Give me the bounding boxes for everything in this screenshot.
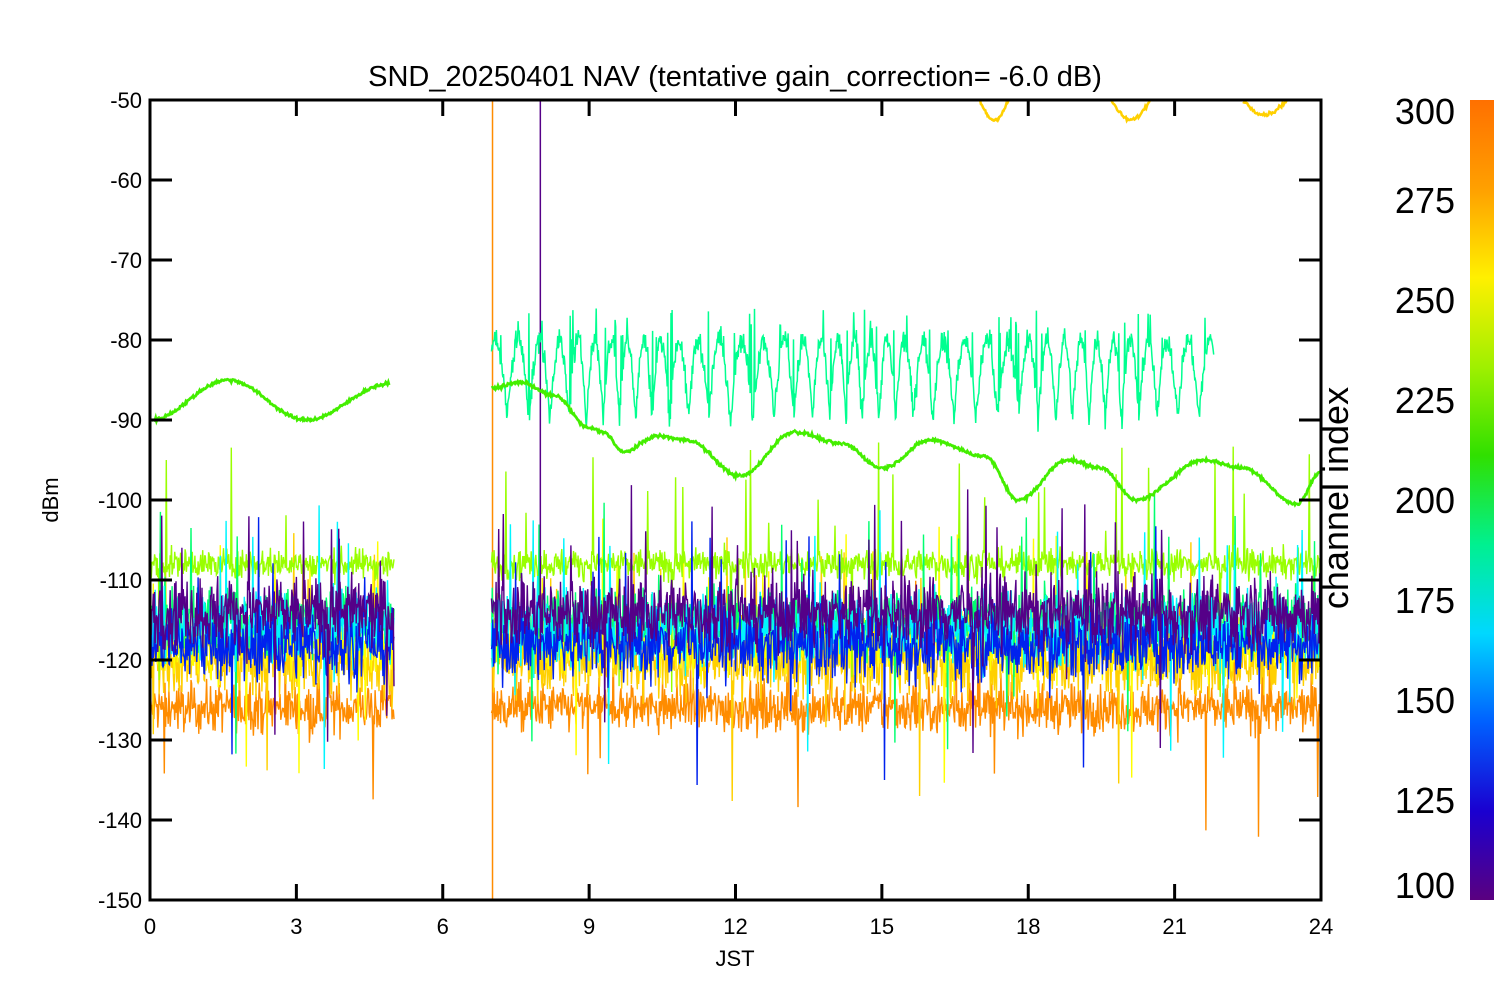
series-0-trace [490, 580, 1321, 837]
data-series-layer [150, 100, 1321, 900]
y-tick-label: -120 [98, 648, 142, 673]
series-1-sweep [1242, 100, 1288, 118]
y-tick-label: -100 [98, 488, 142, 513]
x-tick-label: 24 [1309, 914, 1333, 939]
colorbar-tick-label: 150 [1395, 680, 1455, 721]
colorbar-tick-label: 225 [1395, 380, 1455, 421]
x-tick-label: 21 [1162, 914, 1186, 939]
colorbar-tick-label: 250 [1395, 280, 1455, 321]
x-tick-label: 9 [583, 914, 595, 939]
y-axis: -50 -60 -70 -80 -90 -100 -110 -120 -130 -140 -150 [98, 88, 1321, 913]
series-7-trace [490, 485, 1321, 754]
series-7 [150, 100, 1321, 754]
x-axis: 0 3 6 9 12 15 18 21 24 [144, 100, 1333, 939]
series-8-oscillation [490, 308, 1215, 432]
series-1-sweep [1110, 100, 1152, 124]
colorbar-axis: 100 125 150 175 200 225 250 275 300 [1395, 91, 1455, 906]
series-0 [150, 100, 1321, 900]
colorbar-tick-label: 300 [1395, 91, 1455, 132]
colorbar-tick-label: 200 [1395, 480, 1455, 521]
y-tick-label: -110 [100, 568, 142, 593]
y-tick-label: -50 [110, 88, 142, 113]
chart-title: SND_20250401 NAV (tentative gain_correct… [368, 61, 1102, 93]
y-tick-label: -80 [110, 328, 142, 353]
series-1 [150, 100, 1321, 802]
y-tick-label: -140 [98, 808, 142, 833]
series-9 [150, 377, 1321, 508]
x-tick-label: 12 [723, 914, 747, 939]
colorbar-tick-label: 125 [1395, 780, 1455, 821]
series-8 [490, 308, 1215, 432]
colorbar [1470, 100, 1494, 900]
x-tick-label: 15 [870, 914, 894, 939]
y-tick-label: -60 [110, 168, 142, 193]
x-tick-label: 6 [437, 914, 449, 939]
x-tick-label: 0 [144, 914, 156, 939]
x-tick-label: 18 [1016, 914, 1040, 939]
y-tick-label: -130 [98, 728, 142, 753]
y-tick-label: -70 [110, 248, 142, 273]
y-tick-label: -90 [110, 408, 142, 433]
x-axis-label: JST [715, 946, 754, 971]
y-axis-label: dBm [38, 477, 63, 522]
colorbar-label: channel index [1315, 387, 1356, 609]
series-1-sweep [978, 100, 1010, 124]
colorbar-tick-label: 175 [1395, 580, 1455, 621]
series-7-trace [150, 515, 395, 742]
series-3-trace [490, 442, 1321, 697]
colorbar-tick-label: 100 [1395, 865, 1455, 906]
x-tick-label: 3 [290, 914, 302, 939]
series-0-trace [150, 630, 395, 800]
colorbar-tick-label: 275 [1395, 180, 1455, 221]
series-9-line [150, 377, 1321, 508]
y-tick-label: -150 [98, 888, 142, 913]
